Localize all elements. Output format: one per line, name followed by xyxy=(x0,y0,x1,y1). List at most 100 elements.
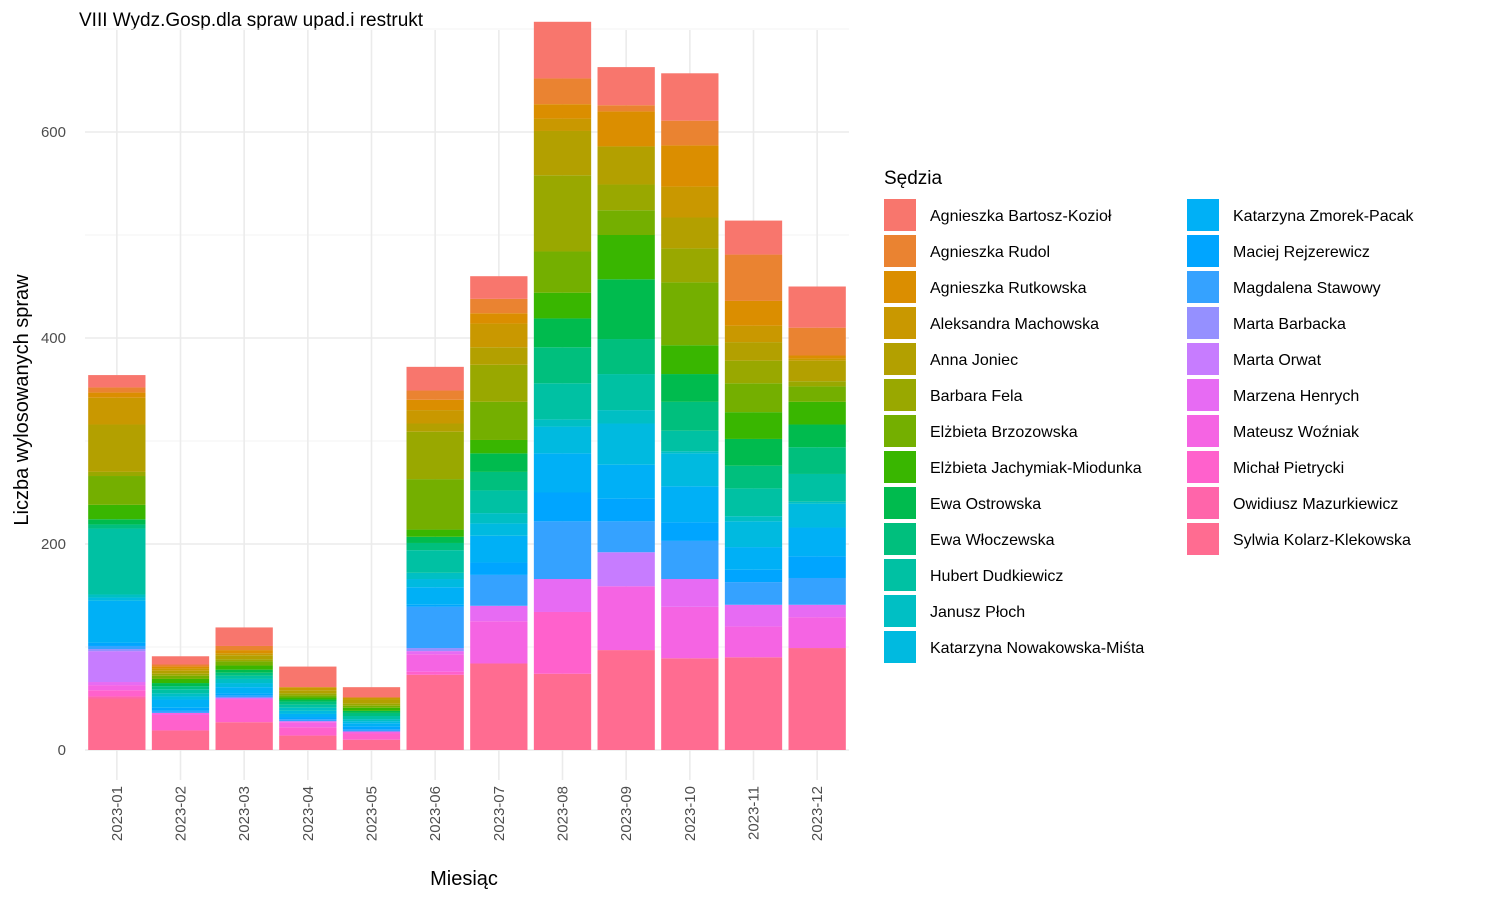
bar-segment xyxy=(406,550,464,573)
bar-segment xyxy=(151,730,210,750)
bar-segment xyxy=(88,597,146,601)
bar-segment xyxy=(533,130,592,176)
bar-segment xyxy=(724,254,783,301)
bar-segment xyxy=(788,604,846,618)
bar-segment xyxy=(88,600,146,643)
bar-segment xyxy=(661,658,719,750)
bar-segment xyxy=(788,447,846,474)
bar-stack xyxy=(788,286,846,750)
y-tick-label: 600 xyxy=(41,124,66,141)
bar-segment xyxy=(724,438,783,466)
bar-segment xyxy=(724,488,783,517)
bar-stack xyxy=(279,666,337,750)
y-tick-label: 200 xyxy=(41,536,66,553)
bar-segment xyxy=(470,347,528,365)
bar-segment xyxy=(406,671,464,675)
y-tick-label: 0 xyxy=(58,742,66,759)
legend-item: Owidiusz Mazurkiewicz xyxy=(1187,487,1398,519)
bar-segment xyxy=(533,21,592,79)
legend-item: Ewa Ostrowska xyxy=(884,487,1041,519)
legend-item: Michał Pietrycki xyxy=(1187,451,1344,483)
bar-segment xyxy=(661,186,719,218)
bar-segment xyxy=(533,521,592,580)
bar-segment xyxy=(406,410,464,424)
bar-segment xyxy=(661,540,719,580)
bar-segment xyxy=(597,374,655,411)
bar-segment xyxy=(724,325,783,343)
legend-label: Marta Orwat xyxy=(1233,352,1322,369)
bar-segment xyxy=(342,705,401,708)
bar-segment xyxy=(342,687,401,698)
x-tick-label: 2023-06 xyxy=(427,786,444,841)
x-tick-label: 2023-08 xyxy=(555,786,572,841)
bar-segment xyxy=(661,453,719,487)
legend-item: Elżbieta Brzozowska xyxy=(884,415,1078,447)
legend-label: Katarzyna Zmorek-Pacak xyxy=(1233,208,1415,225)
bar-segment xyxy=(788,473,846,502)
bar-segment xyxy=(597,498,655,522)
bar-segment xyxy=(151,666,210,669)
legend-label: Ewa Włoczewska xyxy=(930,532,1055,549)
legend-item: Magdalena Stawowy xyxy=(1187,271,1381,303)
bar-segment xyxy=(661,401,719,431)
bar-segment xyxy=(279,727,337,736)
bar-segment xyxy=(470,574,528,606)
bar-segment xyxy=(406,542,464,551)
bar-segment xyxy=(88,519,146,525)
bar-segment xyxy=(470,490,528,514)
bar-segment xyxy=(279,719,337,722)
bar-segment xyxy=(342,703,401,706)
bar-segment xyxy=(279,693,337,696)
bar-segment xyxy=(788,648,846,750)
bar-segment xyxy=(597,521,655,553)
bar-segment xyxy=(661,248,719,283)
bar-segment xyxy=(342,723,401,727)
bar-segment xyxy=(215,675,273,679)
bar-segment xyxy=(88,424,146,472)
bar-segment xyxy=(88,528,146,595)
x-tick-label: 2023-09 xyxy=(618,786,635,841)
bar-segment xyxy=(151,699,210,708)
legend-item: Marzena Henrych xyxy=(1187,379,1359,411)
legend-label: Katarzyna Nowakowska-Miśta xyxy=(930,640,1144,657)
bar-segment xyxy=(88,651,146,683)
bar-segment xyxy=(724,412,783,439)
bar-segment xyxy=(470,453,528,472)
bar-segment xyxy=(215,695,273,698)
bar-segment xyxy=(88,698,146,750)
bar-segment xyxy=(406,606,464,649)
bar-segment xyxy=(470,663,528,750)
legend-item: Elżbieta Jachymiak-Miodunka xyxy=(884,451,1142,483)
legend-key xyxy=(884,451,916,483)
bar-segment xyxy=(597,339,655,375)
legend-key xyxy=(884,523,916,555)
bar-segment xyxy=(406,648,464,652)
bar-segment xyxy=(661,282,719,346)
bar-segment xyxy=(151,714,210,731)
bar-segment xyxy=(151,656,210,665)
legend-item: Agnieszka Rutkowska xyxy=(884,271,1087,303)
legend-label: Aleksandra Machowska xyxy=(930,316,1099,333)
legend-key xyxy=(1187,415,1219,447)
bar-stack xyxy=(342,687,401,750)
bar-segment xyxy=(597,552,655,587)
legend-key xyxy=(884,595,916,627)
bar-segment xyxy=(788,386,846,402)
legend-key xyxy=(884,631,916,663)
x-tick-label: 2023-03 xyxy=(236,786,253,841)
bar-segment xyxy=(215,699,273,723)
legend-label: Maciej Rejzerewicz xyxy=(1233,244,1370,261)
y-axis-title: Liczba wylosowanych spraw xyxy=(11,274,33,526)
bar-segment xyxy=(597,146,655,185)
bar-segment xyxy=(788,501,846,504)
bar-segment xyxy=(151,673,210,676)
bar-segment xyxy=(88,387,146,393)
bar-segment xyxy=(151,696,210,700)
bar-segment xyxy=(279,690,337,694)
legend-item: Ewa Włoczewska xyxy=(884,523,1055,555)
bar-segment xyxy=(724,465,783,489)
bar-segment xyxy=(597,111,655,147)
bar-segment xyxy=(88,690,146,697)
bar-segment xyxy=(470,535,528,563)
